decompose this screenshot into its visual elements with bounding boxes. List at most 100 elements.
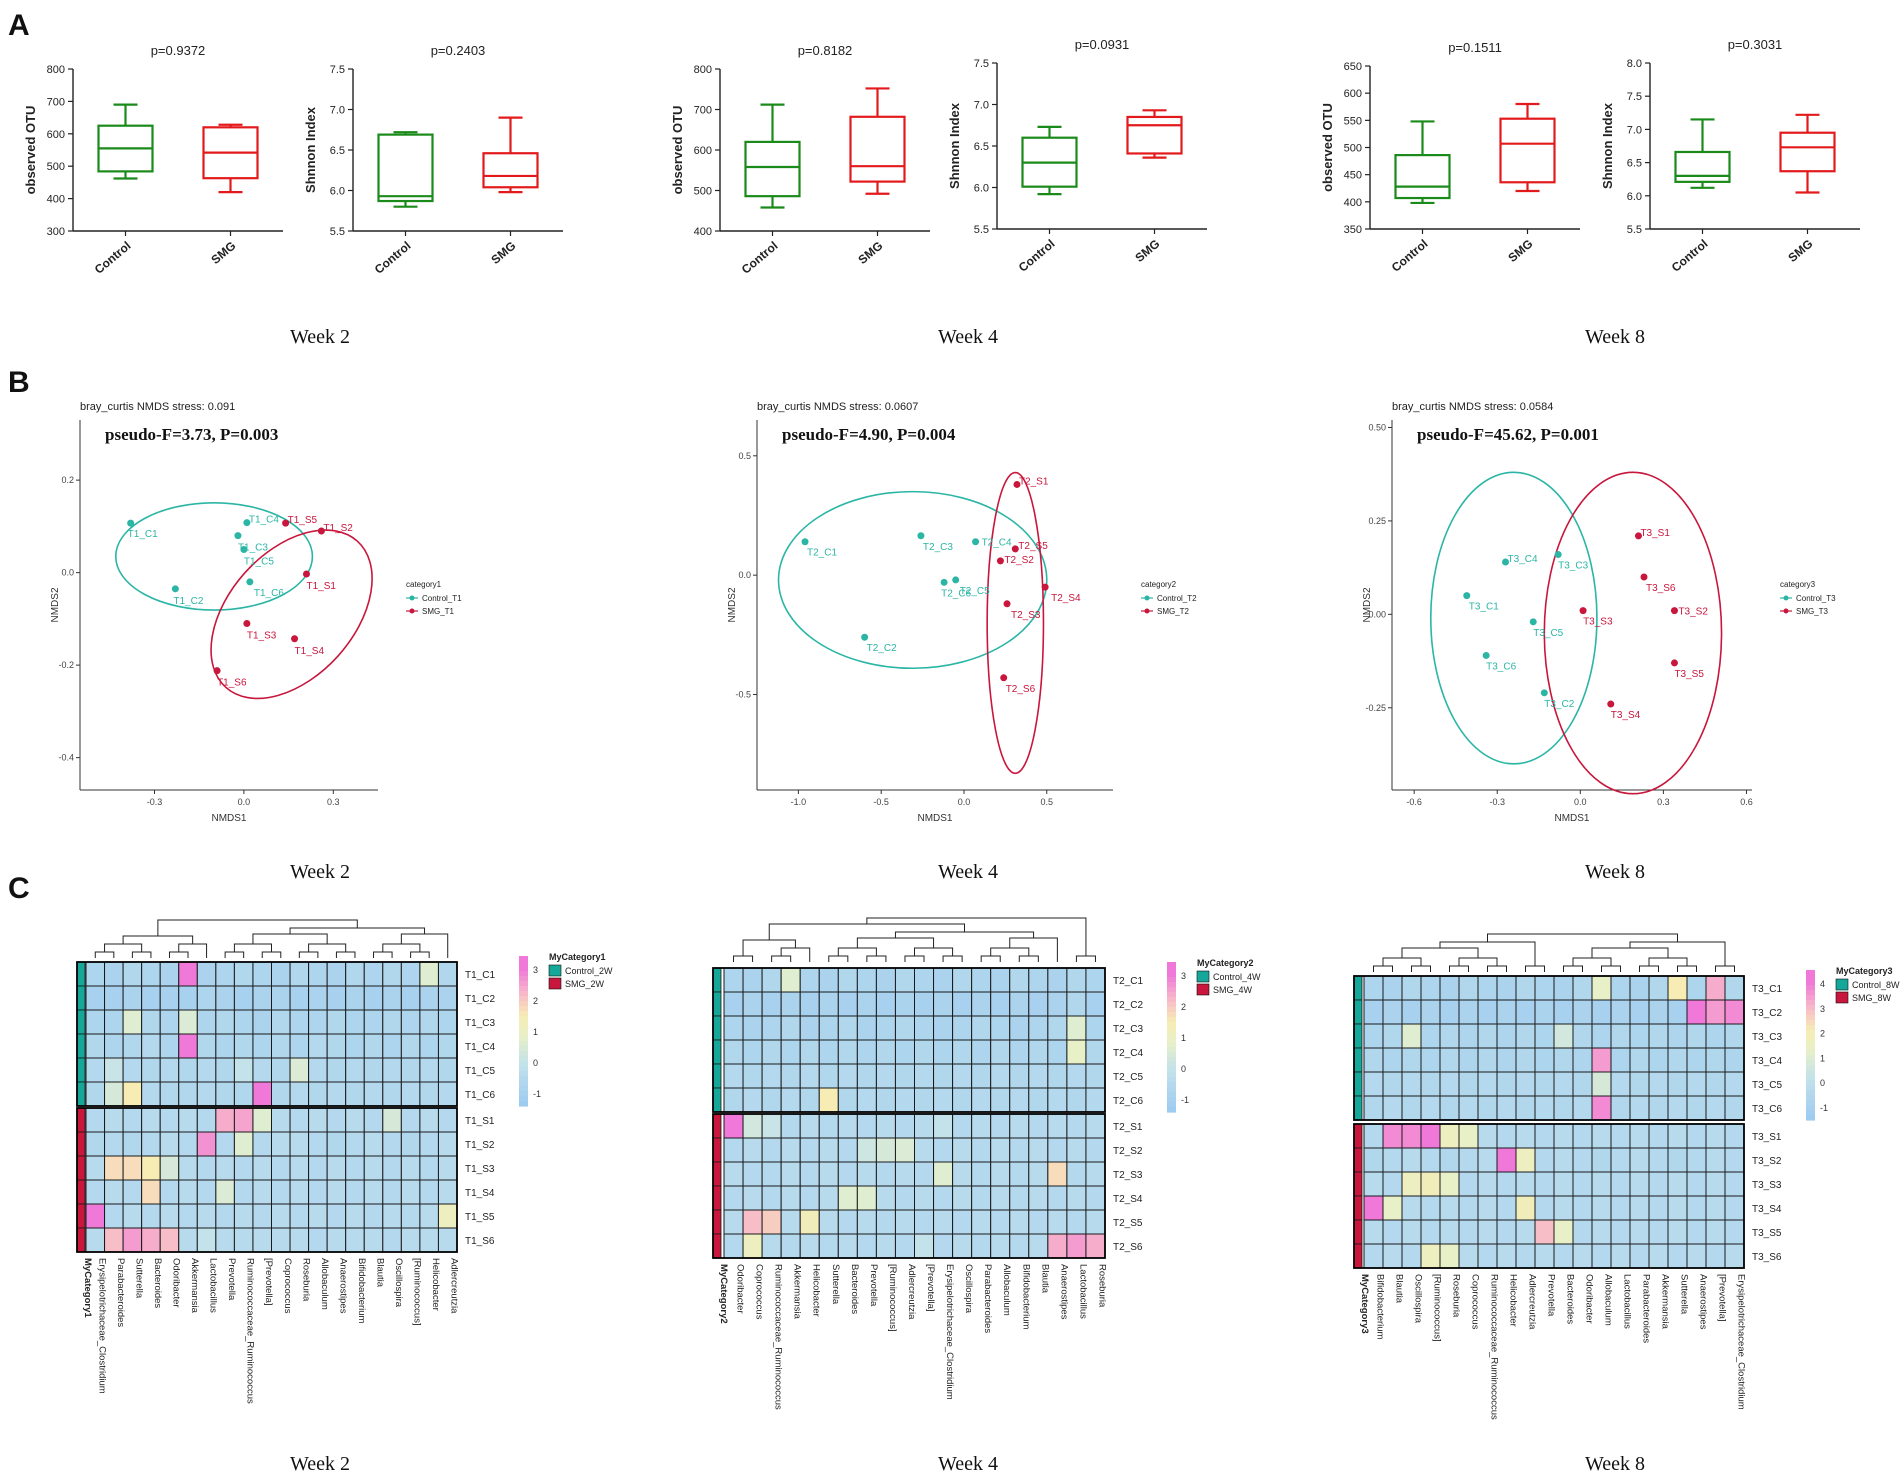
heatmap-cell	[1705, 975, 1726, 1001]
x-tick-label: 0.0	[238, 797, 251, 807]
row-label: T2_S6	[1113, 1242, 1143, 1253]
heatmap-cell	[971, 1161, 992, 1187]
heatmap-cell	[400, 1131, 421, 1157]
heatmap-cell	[252, 1131, 272, 1157]
color-bar-segment	[1167, 987, 1176, 993]
sample-label: T1_S1	[306, 581, 336, 592]
heatmap-cell	[159, 1203, 180, 1229]
heatmap-cell	[1420, 1095, 1441, 1121]
dendrogram-branch	[1009, 937, 1058, 962]
heatmap-cell	[1458, 1047, 1479, 1073]
heatmap-cell	[345, 1203, 365, 1229]
heatmap-cell	[1553, 1071, 1574, 1097]
heatmap-cell	[971, 1015, 992, 1041]
heatmap-cell	[382, 1179, 402, 1205]
heatmap-cell	[326, 1033, 347, 1059]
y-tick-label: 400	[1344, 197, 1362, 209]
dendrogram-branch	[1373, 965, 1393, 972]
heatmap-cell	[363, 1057, 384, 1083]
heatmap-cell	[799, 1161, 820, 1187]
column-label: Bacteroides	[152, 1258, 163, 1308]
heatmap-cell	[952, 1137, 973, 1163]
heatmap-cell	[1066, 1063, 1087, 1089]
heatmap-cell	[178, 1057, 198, 1083]
heatmap-cell	[818, 1233, 839, 1259]
heatmap-cell	[1439, 1095, 1460, 1121]
heatmap-cell	[345, 1107, 365, 1133]
heatmap-cell	[990, 1185, 1011, 1211]
heatmap-cell	[780, 1185, 801, 1211]
heatmap-cell	[289, 1203, 310, 1229]
sample-label: T2_S6	[1006, 684, 1036, 695]
heatmap-cell	[178, 1227, 198, 1253]
dendrogram-branch	[1677, 965, 1697, 972]
heatmap-cell	[1477, 999, 1498, 1025]
heatmap-cell	[382, 961, 402, 987]
heatmap-cell	[437, 1155, 458, 1181]
heatmap-cell	[1724, 1147, 1745, 1173]
color-bar-segment	[1806, 990, 1815, 996]
column-label: Roseburia	[1096, 1264, 1107, 1308]
heatmap-cell	[1705, 1047, 1726, 1073]
heatmap-cell	[761, 1209, 782, 1235]
dendrogram-branch	[1382, 957, 1422, 966]
heatmap-cell	[856, 1113, 877, 1139]
color-bar-segment	[1806, 980, 1815, 986]
heatmap-cell	[742, 1161, 763, 1187]
heatmap-cell	[971, 1113, 992, 1139]
heatmap-cell	[1363, 1047, 1384, 1073]
heatmap-cell	[1553, 1023, 1574, 1049]
heatmap-cell	[1066, 1039, 1087, 1065]
column-label: Bacteroides	[1565, 1274, 1576, 1324]
heatmap-cell	[1477, 1023, 1498, 1049]
heatmap-cell	[1553, 975, 1574, 1001]
y-tick-label: 0.0	[738, 570, 751, 580]
heatmap-cell	[875, 1015, 896, 1041]
heatmap-cell	[1515, 1219, 1536, 1245]
row-label: T1_S3	[465, 1164, 495, 1175]
dendrogram-branch	[1401, 947, 1479, 958]
color-bar-segment	[519, 1036, 528, 1042]
heatmap-cell	[1667, 975, 1688, 1001]
heatmap-cell	[1363, 1123, 1384, 1149]
heatmap-cell	[345, 1227, 365, 1253]
heatmap-cell	[818, 1137, 839, 1163]
heatmap-cell	[1401, 1071, 1422, 1097]
heatmap-cell	[215, 1155, 235, 1181]
color-bar-segment	[1167, 992, 1176, 998]
heatmap-cell	[289, 1227, 310, 1253]
sample-label: T2_S2	[1004, 555, 1034, 566]
color-bar-segment	[1806, 1010, 1815, 1016]
heatmap-cell	[1553, 1047, 1574, 1073]
row-annotation-cell	[712, 1113, 722, 1139]
heatmap-cell	[233, 1107, 254, 1133]
sample-label: T3_C4	[1508, 554, 1538, 565]
heatmap-cell	[818, 1161, 839, 1187]
heatmap-cell	[1515, 1195, 1536, 1221]
heatmap-cell	[1009, 1113, 1030, 1139]
nmds-chart-2: -1.0 -0.5 0.0 0.5 -0.5 0.0 0.5 bray_curtis NMDS…	[727, 401, 1197, 824]
heatmap-cell	[1028, 1113, 1049, 1139]
sample-label: T3_S3	[1583, 617, 1613, 628]
heatmap-cell	[196, 1155, 217, 1181]
legend-label: Control_T2	[1157, 594, 1197, 603]
heatmap-cell	[1085, 1233, 1106, 1259]
dendrogram-branch	[1449, 965, 1469, 972]
y-tick-label: 6.0	[330, 186, 345, 198]
row-annotation-cell	[712, 1015, 722, 1041]
heatmap-cell	[1553, 1171, 1574, 1197]
heatmap-cell	[799, 1185, 820, 1211]
heatmap-cell	[85, 1081, 106, 1107]
sample-point	[1013, 480, 1021, 488]
heatmap-cell	[1439, 975, 1460, 1001]
heatmap-legend-swatch	[548, 977, 562, 990]
heatmap-cell	[437, 1009, 458, 1035]
heatmap-cell	[1085, 1015, 1106, 1041]
heatmap-cell	[914, 1015, 935, 1041]
heatmap-cell	[1591, 1095, 1612, 1121]
heatmap-cell	[742, 1209, 763, 1235]
column-label: Allobaculum	[1603, 1274, 1614, 1326]
heatmap-cell	[780, 1161, 801, 1187]
heatmap-cell	[437, 1033, 458, 1059]
